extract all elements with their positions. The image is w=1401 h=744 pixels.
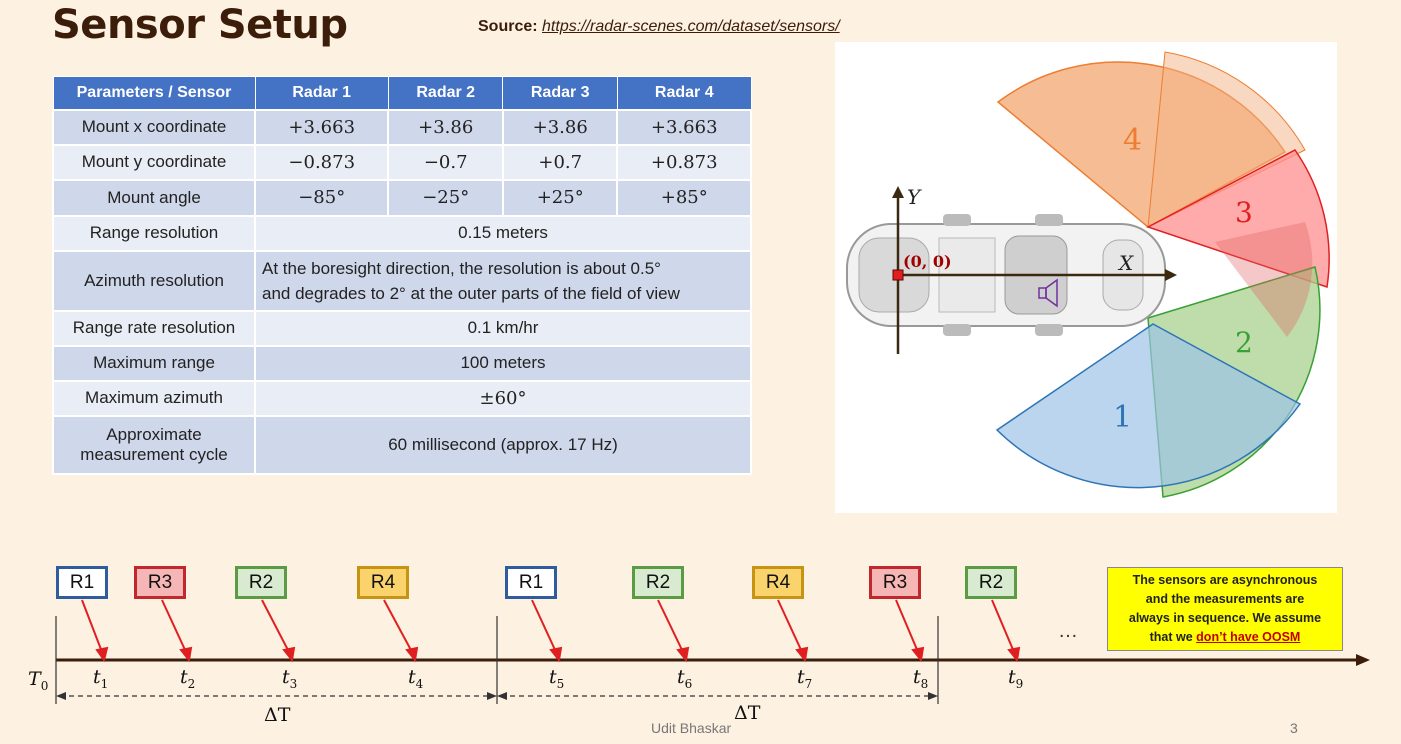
- table-cell: +25°: [501, 178, 619, 217]
- table-cell: +3.86: [387, 108, 504, 146]
- timeline-svg: [55, 599, 1370, 704]
- event-box-r1: R1: [56, 566, 108, 599]
- note-line: and the measurements are: [1145, 592, 1305, 606]
- source-link[interactable]: https://radar-scenes.com/dataset/sensors…: [542, 18, 840, 35]
- table-cell: −25°: [387, 178, 504, 217]
- page-number: 3: [1290, 720, 1298, 736]
- event-box-r2: R2: [965, 566, 1017, 599]
- event-box-r1: R1: [505, 566, 557, 599]
- radar-fov-diagram: Y X (0, 0) 4 3 2 1: [835, 42, 1337, 513]
- table-row: Range rate resolution 0.1 km/hr: [52, 309, 752, 347]
- sector-4-overlap: [1147, 51, 1306, 228]
- row-param: Range resolution: [52, 214, 256, 252]
- tick-label: t8: [913, 666, 929, 691]
- row-param: Azimuth resolution: [52, 249, 256, 312]
- table-cell: ±60°: [254, 379, 752, 417]
- event-box-r3: R3: [869, 566, 921, 599]
- slide-title: Sensor Setup: [52, 2, 348, 48]
- tick-label: t2: [180, 666, 196, 691]
- table-row: Mount y coordinate −0.873 −0.7 +0.7 +0.8…: [52, 143, 752, 181]
- source-label: Source: [478, 18, 533, 35]
- ellipsis: …: [1058, 620, 1078, 642]
- row-param: Mount angle: [52, 178, 256, 217]
- sensor-parameters-table: Parameters / Sensor Radar 1 Radar 2 Rada…: [52, 76, 752, 475]
- origin-marker: [892, 269, 904, 281]
- y-axis-label: Y: [907, 185, 922, 209]
- tick-label: t7: [797, 666, 813, 691]
- table-header: Parameters / Sensor: [52, 76, 256, 110]
- table-cell: 0.15 meters: [254, 214, 752, 252]
- delta-t-label: ΔT: [734, 702, 761, 724]
- sector-overlap-red: [1215, 222, 1313, 337]
- row-param: Mount y coordinate: [52, 143, 256, 181]
- table-cell: 0.1 km/hr: [254, 309, 752, 347]
- footer-author: Udit Bhaskar: [651, 720, 732, 736]
- t0-label: T0: [28, 668, 49, 693]
- tick-label: t4: [408, 666, 424, 691]
- tick-label: t9: [1008, 666, 1024, 691]
- table-cell: +3.663: [253, 108, 390, 146]
- delta-t-label: ΔT: [264, 704, 291, 726]
- table-row: Maximum azimuth ±60°: [52, 379, 752, 417]
- note-line: that we don’t have OOSM: [1149, 630, 1301, 644]
- table-cell: At the boresight direction, the resoluti…: [254, 249, 752, 312]
- table-cell: +3.86: [501, 108, 619, 146]
- cell-line: and degrades to 2° at the outer parts of…: [262, 283, 680, 303]
- table-row: Mount x coordinate +3.663 +3.86 +3.86 +3…: [52, 108, 752, 146]
- speaker-icon: [1038, 278, 1058, 308]
- x-axis-label: X: [1117, 251, 1134, 275]
- sector-3-label: 3: [1235, 196, 1253, 229]
- table-cell: +85°: [616, 178, 752, 217]
- row-param: Maximum range: [52, 344, 256, 382]
- sector-1: [995, 323, 1302, 489]
- radar-fov-svg: Y X (0, 0) 4 3 2 1: [846, 51, 1330, 498]
- table-cell: +0.7: [501, 143, 619, 181]
- event-box-r3: R3: [134, 566, 186, 599]
- table-header: Radar 3: [502, 76, 618, 110]
- note-highlight: don’t have OOSM: [1196, 630, 1301, 644]
- table-cell: −0.873: [253, 143, 390, 181]
- table-row: Range resolution 0.15 meters: [52, 214, 752, 252]
- table-header: Radar 2: [387, 76, 504, 110]
- sector-2-label: 2: [1235, 326, 1253, 359]
- table-header-row: Parameters / Sensor Radar 1 Radar 2 Rada…: [52, 76, 752, 110]
- event-arrows: [81, 599, 1021, 663]
- cell-line: At the boresight direction, the resoluti…: [262, 258, 661, 278]
- event-box-r4: R4: [752, 566, 804, 599]
- table-cell: +0.873: [616, 143, 752, 181]
- tick-label: t6: [677, 666, 693, 691]
- event-box-r4: R4: [357, 566, 409, 599]
- event-box-r2: R2: [235, 566, 287, 599]
- row-param: Maximum azimuth: [52, 379, 256, 417]
- table-cell: 100 meters: [254, 344, 752, 382]
- table-header: Radar 4: [616, 76, 752, 110]
- sector-4-label: 4: [1123, 123, 1142, 158]
- row-param: Range rate resolution: [52, 309, 256, 347]
- table-cell: −85°: [253, 178, 390, 217]
- note-line: The sensors are asynchronous: [1132, 573, 1318, 587]
- event-box-r2: R2: [632, 566, 684, 599]
- table-header: Radar 1: [254, 76, 389, 110]
- cell-line: Approximate: [106, 424, 202, 444]
- tick-label: t3: [282, 666, 298, 691]
- table-row: Azimuth resolution At the boresight dire…: [52, 249, 752, 312]
- sector-1-label: 1: [1113, 400, 1132, 435]
- origin-label: (0, 0): [903, 252, 952, 271]
- sector-3: [1146, 149, 1330, 288]
- oosm-note: The sensors are asynchronous and the mea…: [1107, 567, 1343, 651]
- note-line: always in sequence. We assume: [1128, 611, 1322, 625]
- sensor-timeline: R1 R3 R2 R4 R1 R2 R4 R3 R2 T0 t1 t2 t3 t…: [0, 540, 1401, 744]
- table-cell: +3.663: [616, 108, 752, 146]
- table-row: Maximum range 100 meters: [52, 344, 752, 382]
- table-cell: 60 millisecond (approx. 17 Hz): [254, 414, 752, 475]
- tick-label: t1: [93, 666, 109, 691]
- table-row: Mount angle −85° −25° +25° +85°: [52, 178, 752, 217]
- cell-line: measurement cycle: [80, 444, 228, 464]
- source-line: Source: https://radar-scenes.com/dataset…: [478, 18, 840, 35]
- row-param: Mount x coordinate: [52, 108, 256, 146]
- table-cell: −0.7: [387, 143, 504, 181]
- row-param: Approximate measurement cycle: [52, 414, 256, 475]
- tick-label: t5: [549, 666, 565, 691]
- table-row: Approximate measurement cycle 60 millise…: [52, 414, 752, 475]
